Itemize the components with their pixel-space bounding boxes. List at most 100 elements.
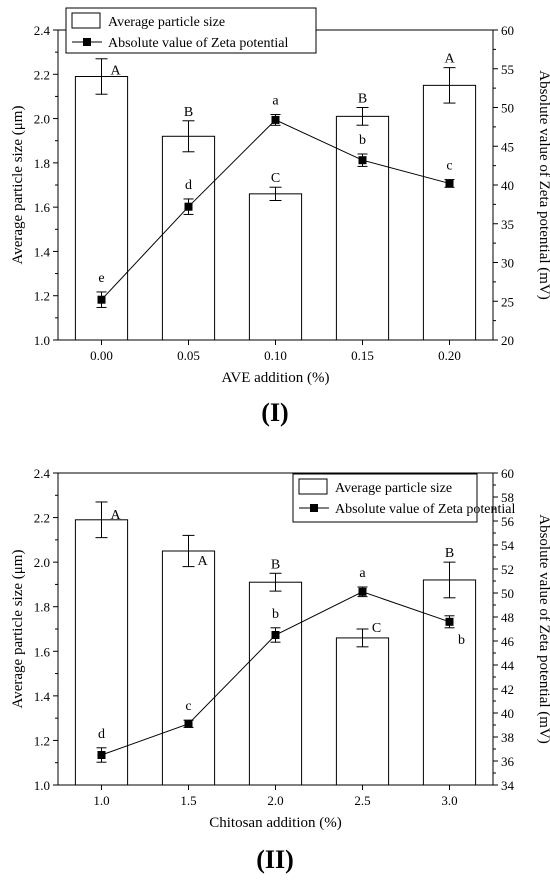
right-tick-label: 60 [501,466,514,481]
right-axis-title: Absolute value of Zeta potential (mV) [536,70,550,300]
x-tick-label: 0.15 [351,348,374,363]
zeta-point-1-1 [97,295,106,304]
legend-marker-swatch [310,504,318,512]
legend-line-label: Absolute value of Zeta potential [108,36,288,51]
zeta-point-2-4 [358,587,367,596]
x-tick-label: 2.5 [354,793,370,808]
zeta-point-2-3 [271,631,280,639]
right-axis-title: Absolute value of Zeta potential (mV) [536,514,550,744]
legend-bar-swatch [71,12,101,29]
zeta-point-2-2 [184,719,193,728]
x-tick-label: 0.05 [177,348,200,363]
point-significance-label: d [98,727,105,742]
bar-significance-label: A [110,64,121,79]
left-tick-label: 1.4 [34,689,51,704]
left-axis-title: Average particle size (μm) [10,550,26,709]
right-tick-label: 20 [501,333,514,348]
right-tick-label: 56 [501,514,515,529]
left-tick-label: 2.4 [34,23,51,38]
right-tick-label: 38 [501,730,514,745]
left-tick-label: 1.8 [34,600,50,615]
point-significance-label: b [359,133,366,148]
panel-label-1: (I) [261,398,289,427]
left-tick-label: 2.4 [34,466,51,481]
bar-significance-label: B [271,557,280,572]
right-tick-label: 54 [501,538,515,553]
bar-significance-label: C [372,621,381,636]
x-tick-label: 0.10 [264,348,287,363]
bar-1-5 [422,84,477,341]
right-tick-label: 50 [501,101,514,116]
legend-box-1 [65,7,317,54]
bar-2-1 [74,519,129,786]
x-tick-label: 1.0 [93,793,109,808]
left-tick-label: 1.6 [34,644,51,659]
left-tick-label: 2.2 [34,67,50,82]
left-tick-label: 1.8 [34,156,50,171]
bar-significance-label: A [110,508,121,523]
x-tick-label: 0.20 [438,348,461,363]
left-axis-title: Average particle size (μm) [10,106,26,265]
legend-bar-label: Average particle size [335,481,452,496]
bar-significance-label: A [444,52,455,67]
zeta-point-2-5 [445,617,454,626]
x-tick-label: 3.0 [441,793,457,808]
x-tick-label: 0.00 [90,348,113,363]
left-tick-label: 2.2 [34,511,50,526]
legend-marker-swatch [83,38,91,46]
x-tick-label: 2.0 [267,793,283,808]
legend-box-2 [292,473,478,523]
point-significance-label: c [446,159,452,174]
zeta-point-1-2 [184,202,193,211]
bar-significance-label: B [184,105,193,120]
right-tick-label: 48 [501,610,514,625]
x-axis-title: Chitosan addition (%) [209,815,341,831]
right-tick-label: 55 [501,62,514,77]
legend-bar-label: Average particle size [108,15,225,30]
bar-2-2 [161,550,216,786]
point-significance-label: e [98,271,104,286]
bar-1-4 [335,115,390,341]
zeta-point-1-5 [445,179,454,188]
zeta-point-1-3 [271,115,280,124]
bar-significance-label: C [271,171,280,186]
right-tick-label: 35 [501,217,514,232]
bar-significance-label: B [358,92,367,107]
point-significance-label: b [458,633,465,648]
x-axis-title: AVE addition (%) [221,370,329,386]
legend-bar-swatch [298,478,328,495]
point-significance-label: a [272,93,279,108]
bar-2-5 [422,579,477,786]
point-significance-label: d [185,178,192,193]
bar-2-4 [335,637,390,786]
zeta-point-1-4 [358,156,367,165]
right-tick-label: 34 [501,778,515,793]
left-tick-label: 2.0 [34,555,50,570]
right-tick-label: 30 [501,256,514,271]
right-tick-label: 52 [501,562,514,577]
left-tick-label: 1.2 [34,733,50,748]
right-tick-label: 40 [501,178,514,193]
right-tick-label: 40 [501,706,514,721]
legend-line-label: Absolute value of Zeta potential [335,502,515,517]
right-tick-label: 58 [501,490,514,505]
bar-significance-label: A [197,554,208,569]
right-tick-label: 25 [501,294,514,309]
bar-2-3 [248,581,303,786]
x-tick-label: 1.5 [180,793,196,808]
point-significance-label: b [272,607,279,622]
right-tick-label: 45 [501,139,514,154]
left-tick-label: 1.4 [34,244,51,259]
left-tick-label: 1.6 [34,200,51,215]
point-significance-label: c [185,699,191,714]
left-tick-label: 1.0 [34,778,50,793]
right-tick-label: 36 [501,754,515,769]
left-tick-label: 1.2 [34,289,50,304]
right-tick-label: 42 [501,682,514,697]
panel-label-2: (II) [256,845,294,874]
left-tick-label: 2.0 [34,112,50,127]
zeta-point-2-1 [97,751,106,759]
right-tick-label: 60 [501,23,514,38]
right-tick-label: 46 [501,634,515,649]
